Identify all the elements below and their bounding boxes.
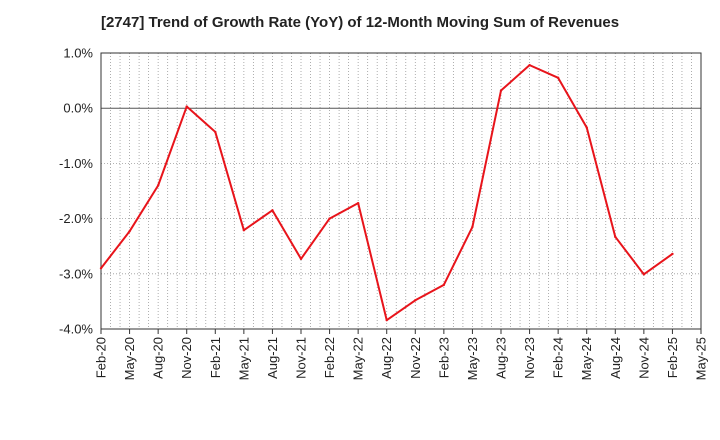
plot-area [101,53,701,329]
tick-label-layer: 1.0% 0.0% -1.0% -2.0% -3.0% -4.0%Feb-20 May-20… [59,46,708,381]
data-point [442,283,446,287]
x-tick-label: Feb-22 [322,337,337,378]
y-tick-label: 1.0% [63,46,93,61]
y-tick-label: -3.0% [59,266,93,281]
data-point [156,184,160,187]
data-point [642,273,646,276]
y-tick-label: -2.0% [59,211,93,226]
data-point [271,209,274,212]
x-tick-label: May-20 [122,337,137,380]
x-tick-label: May-25 [694,337,709,380]
y-tick-label: -1.0% [59,156,93,171]
x-tick-label: Nov-24 [636,337,651,379]
x-tick-label: Feb-23 [436,337,451,378]
y-tick-label: -4.0% [59,322,93,337]
chart-title: [2747] Trend of Growth Rate (YoY) of 12-… [100,14,620,31]
x-tick-label: Feb-24 [551,337,566,378]
y-tick-label: 0.0% [63,101,93,116]
x-tick-label: Feb-20 [94,337,109,378]
x-tick-label: Aug-21 [265,337,280,379]
data-point [242,228,246,232]
x-tick-label: May-23 [465,337,480,380]
data-point [585,126,588,129]
data-point [128,230,131,233]
data-point [328,217,331,220]
data-point [499,89,503,92]
data-point [385,318,388,322]
data-point [671,252,674,256]
x-tick-label: Feb-25 [665,337,680,378]
data-point [471,225,474,229]
data-point [185,105,188,108]
x-tick-label: May-22 [351,337,366,380]
data-point [556,76,560,80]
series-layer [99,63,674,322]
x-tick-label: May-21 [236,337,251,380]
data-point [414,299,417,302]
data-point [99,267,103,270]
x-tick-label: Feb-21 [208,337,223,378]
x-tick-label: Nov-21 [294,337,309,379]
x-tick-label: May-24 [579,337,594,380]
data-point [356,201,360,205]
axis-layer [100,52,702,334]
x-tick-label: Nov-22 [408,337,423,379]
x-tick-label: Aug-20 [151,337,166,379]
x-tick-label: Aug-23 [494,337,509,379]
plot-border [100,52,702,330]
data-point [214,130,217,134]
x-tick-label: Aug-24 [608,337,623,379]
x-tick-label: Nov-23 [522,337,537,379]
data-point [614,235,617,239]
data-point [299,257,303,261]
x-tick-label: Aug-22 [379,337,394,379]
data-point [528,63,531,67]
x-tick-label: Nov-20 [179,337,194,379]
grid-layer [101,53,701,329]
